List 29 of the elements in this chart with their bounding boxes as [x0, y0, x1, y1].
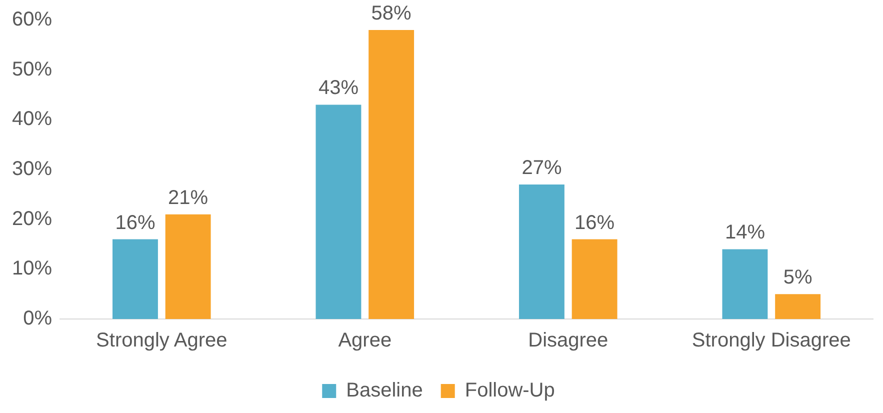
- x-tick-label: Disagree: [528, 330, 608, 352]
- legend-label: Follow-Up: [464, 380, 555, 402]
- y-tick-label: 60%: [12, 8, 52, 31]
- x-tick-label: Strongly Agree: [96, 330, 228, 352]
- data-label: 16%: [574, 212, 615, 234]
- legend-label: Baseline: [346, 380, 423, 402]
- y-tick-label: 0%: [23, 308, 52, 330]
- bar: [572, 239, 618, 319]
- bar: [316, 104, 362, 319]
- y-tick-label: 10%: [12, 258, 52, 280]
- y-tick-label: 50%: [12, 58, 52, 80]
- x-tick-label: Agree: [338, 330, 392, 352]
- data-label: 21%: [168, 186, 208, 209]
- data-label: 58%: [371, 2, 412, 24]
- bar: [368, 30, 414, 319]
- x-tick-label: Strongly Disagree: [692, 330, 851, 352]
- bar: [722, 249, 768, 319]
- data-label: 27%: [522, 156, 562, 179]
- bar: [112, 239, 158, 319]
- bar: [518, 184, 564, 319]
- y-tick-label: 30%: [12, 158, 52, 180]
- data-label: 16%: [115, 212, 156, 234]
- data-label: 43%: [318, 77, 359, 100]
- y-tick-label: 40%: [12, 108, 52, 130]
- data-label: 5%: [783, 266, 812, 289]
- y-tick-label: 20%: [12, 208, 52, 230]
- bar: [775, 294, 821, 319]
- bar: [165, 214, 211, 319]
- data-label: 14%: [724, 222, 766, 244]
